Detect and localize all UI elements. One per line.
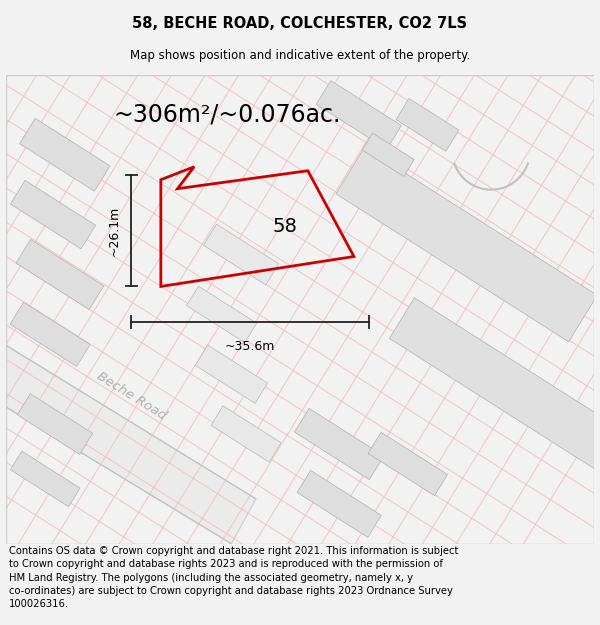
Text: Beche Road: Beche Road <box>94 369 168 423</box>
Polygon shape <box>20 118 110 191</box>
Polygon shape <box>297 471 381 538</box>
Text: ~306m²/~0.076ac.: ~306m²/~0.076ac. <box>114 103 341 127</box>
Text: ~35.6m: ~35.6m <box>225 340 275 353</box>
Polygon shape <box>389 298 600 471</box>
Polygon shape <box>295 408 384 479</box>
Polygon shape <box>0 339 256 544</box>
Text: ~26.1m: ~26.1m <box>107 206 121 256</box>
Polygon shape <box>195 345 268 403</box>
Polygon shape <box>396 99 459 151</box>
Text: Map shows position and indicative extent of the property.: Map shows position and indicative extent… <box>130 49 470 62</box>
Polygon shape <box>10 302 90 366</box>
Text: 58, BECHE ROAD, COLCHESTER, CO2 7LS: 58, BECHE ROAD, COLCHESTER, CO2 7LS <box>133 16 467 31</box>
Text: 58: 58 <box>273 217 298 236</box>
Polygon shape <box>362 133 414 176</box>
Polygon shape <box>368 432 448 496</box>
Polygon shape <box>10 451 80 507</box>
Polygon shape <box>17 394 92 454</box>
Polygon shape <box>10 181 95 249</box>
Polygon shape <box>203 224 279 285</box>
Polygon shape <box>16 239 104 309</box>
Polygon shape <box>336 148 597 342</box>
Polygon shape <box>316 81 401 149</box>
Text: Contains OS data © Crown copyright and database right 2021. This information is : Contains OS data © Crown copyright and d… <box>9 546 458 609</box>
Polygon shape <box>211 406 281 462</box>
Polygon shape <box>187 286 257 342</box>
